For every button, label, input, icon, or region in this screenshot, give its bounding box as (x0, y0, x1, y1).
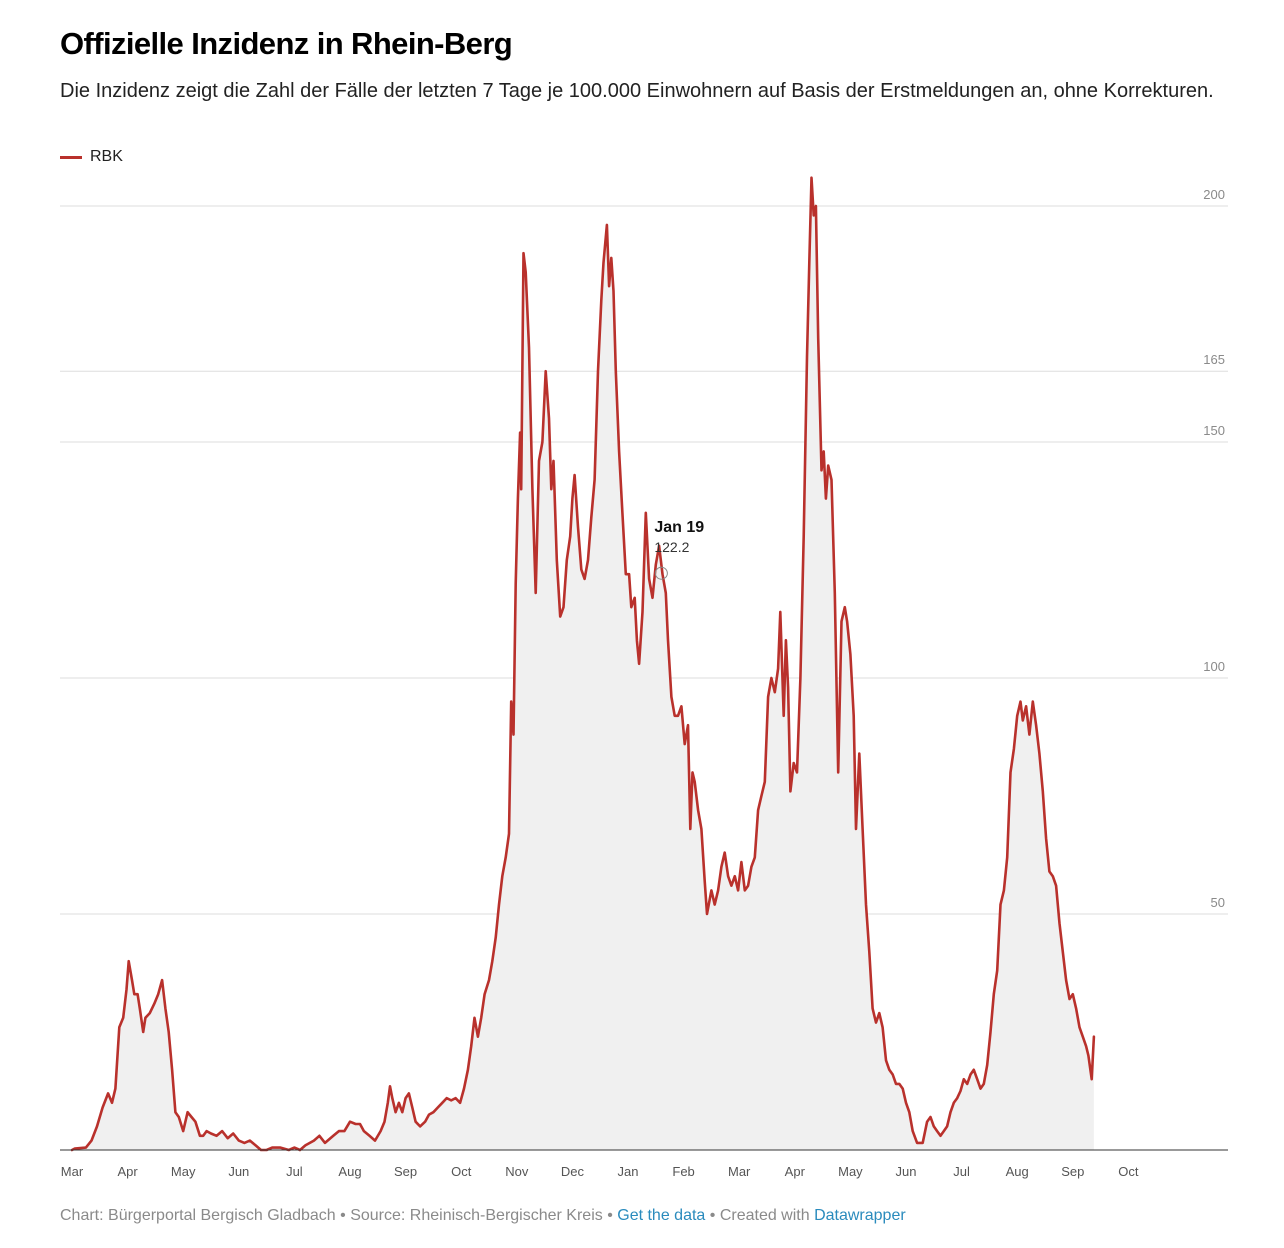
chart-subtitle: Die Inzidenz zeigt die Zahl der Fälle de… (60, 80, 1214, 102)
x-tick-label-jan: Jan (618, 1164, 639, 1179)
footer-separator: • (335, 1207, 351, 1224)
legend-swatch-rbk (60, 155, 82, 159)
x-tick-label-mar: Mar (61, 1164, 84, 1179)
legend: RBK (60, 148, 123, 166)
footer-created-with: Created with (719, 1207, 815, 1224)
x-tick-label-oct: Oct (1118, 1164, 1139, 1179)
footer-source: Source: Rheinisch-Bergischer Kreis (350, 1207, 603, 1224)
tooltip-marker (654, 566, 668, 580)
chart-footer: Chart: Bürgerportal Bergisch Gladbach • … (60, 1207, 906, 1225)
datawrapper-link[interactable]: Datawrapper (814, 1207, 906, 1224)
x-tick-label-jul: Jul (286, 1164, 303, 1179)
legend-label-rbk: RBK (90, 148, 123, 165)
x-tick-label-dec: Dec (561, 1164, 585, 1179)
x-tick-label-jul: Jul (953, 1164, 970, 1179)
x-tick-label-aug: Aug (1006, 1164, 1029, 1179)
footer-chart-credit: Chart: Bürgerportal Bergisch Gladbach (60, 1207, 336, 1224)
x-tick-label-jun: Jun (896, 1164, 917, 1179)
y-tick-label-150: 150 (1203, 423, 1225, 438)
footer-separator: • (602, 1207, 618, 1224)
x-tick-label-sep: Sep (1061, 1164, 1084, 1179)
x-tick-label-apr: Apr (785, 1164, 806, 1179)
x-tick-label-may: May (171, 1164, 196, 1179)
x-tick-label-jun: Jun (228, 1164, 249, 1179)
x-tick-label-feb: Feb (672, 1164, 694, 1179)
x-tick-label-sep: Sep (394, 1164, 417, 1179)
x-tick-label-nov: Nov (505, 1164, 529, 1179)
y-tick-label-100: 100 (1203, 659, 1225, 674)
get-the-data-link[interactable]: Get the data (617, 1207, 706, 1224)
footer-separator: • (705, 1207, 720, 1224)
chart-title: Offizielle Inzidenz in Rhein-Berg (60, 26, 513, 61)
y-tick-label-200: 200 (1203, 187, 1225, 202)
series-area-rbk (72, 177, 1094, 1150)
x-tick-label-aug: Aug (338, 1164, 361, 1179)
tooltip-value: 122.2 (654, 539, 689, 555)
y-tick-label-50: 50 (1211, 895, 1225, 910)
x-tick-label-mar: Mar (728, 1164, 751, 1179)
tooltip-date: Jan 19 (654, 519, 704, 536)
y-tick-label-165: 165 (1203, 352, 1225, 367)
x-tick-label-may: May (838, 1164, 863, 1179)
x-tick-label-oct: Oct (451, 1164, 472, 1179)
x-tick-label-apr: Apr (117, 1164, 138, 1179)
